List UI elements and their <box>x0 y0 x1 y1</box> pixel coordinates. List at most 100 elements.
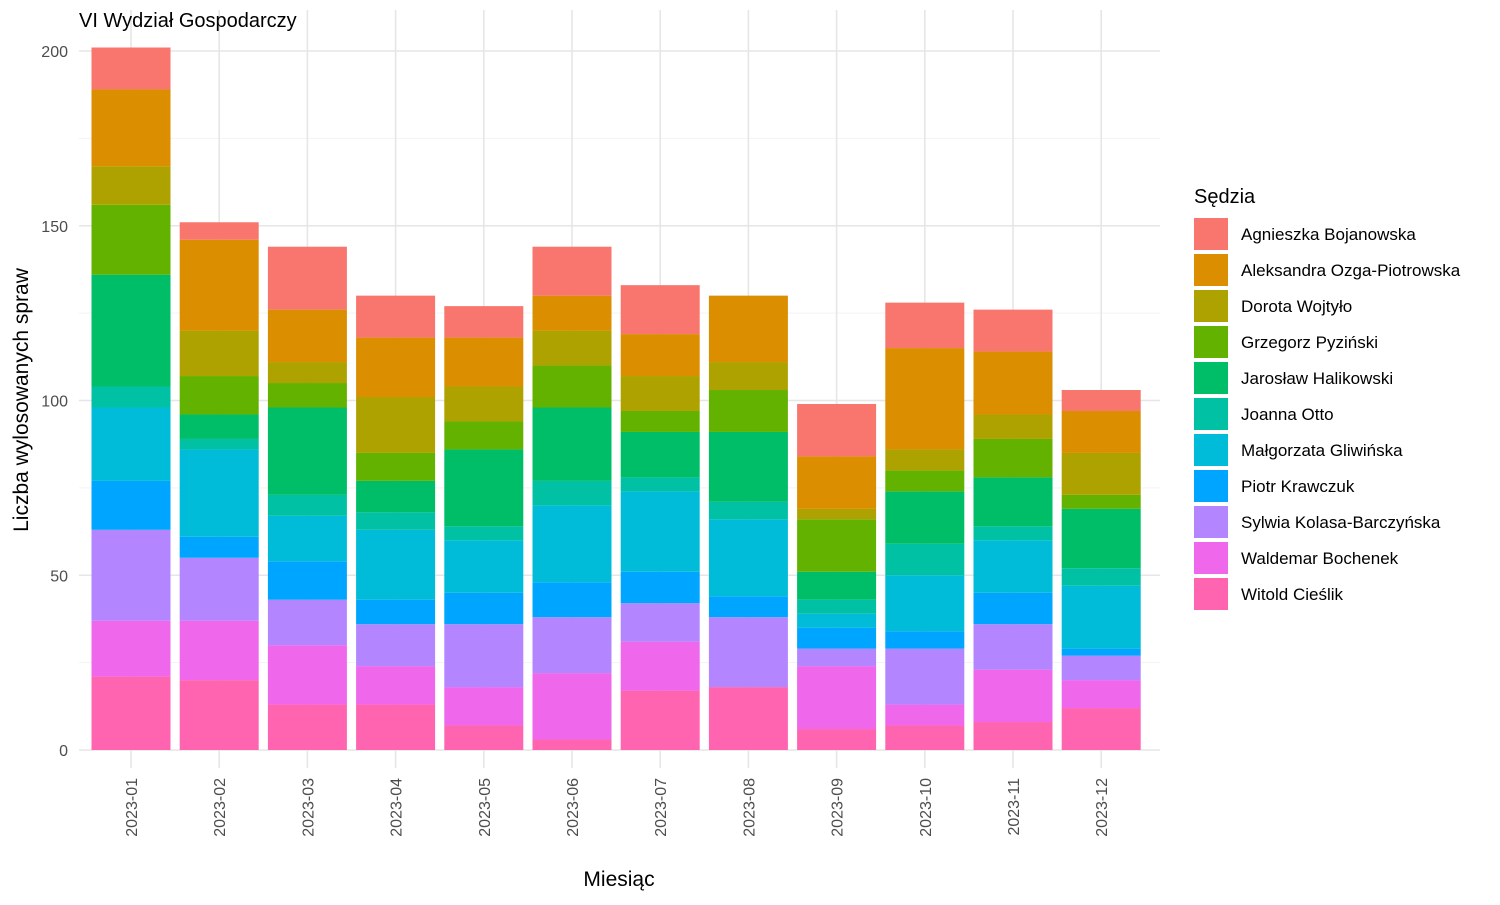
bar-segment <box>91 386 171 408</box>
bar-segment <box>708 390 788 432</box>
axes-layer: 0 50 100 150 200 2023-01 2023-02 2023-03 2023-04… <box>41 44 1111 837</box>
bar-segment <box>1061 648 1141 656</box>
bar-segment <box>179 620 259 681</box>
x-tick-label: 2023-09 <box>830 778 847 837</box>
bar-segment <box>973 722 1053 750</box>
bar-segment <box>179 680 259 750</box>
legend-swatch <box>1194 506 1228 538</box>
bar-segment <box>708 362 788 391</box>
bar-segment <box>179 414 259 439</box>
bar-segment <box>1061 708 1141 750</box>
legend-label: Jarosław Halikowski <box>1241 369 1393 388</box>
legend-title: Sędzia <box>1194 186 1256 208</box>
bar-segment <box>620 641 700 691</box>
bar-segment <box>444 449 524 527</box>
x-tick-label: 2023-08 <box>741 778 758 837</box>
bar-segment <box>1061 508 1141 569</box>
legend-label: Joanna Otto <box>1241 405 1334 424</box>
bar-segment <box>885 631 965 649</box>
legend-swatch <box>1194 254 1228 286</box>
bar-segment <box>179 222 259 240</box>
x-tick-label: 2023-05 <box>477 778 494 837</box>
bar-segment <box>356 666 436 705</box>
bar-segment <box>973 540 1053 593</box>
bar-segment <box>885 449 965 471</box>
x-tick-label: 2023-02 <box>212 778 229 837</box>
bar-segment <box>620 690 700 750</box>
bar-segment <box>1061 568 1141 586</box>
bar-segment <box>356 512 436 530</box>
bar-segment <box>91 274 171 387</box>
bar-segment <box>91 676 171 750</box>
bar-segment <box>356 480 436 513</box>
legend-swatch <box>1194 578 1228 610</box>
bar-segment <box>620 376 700 411</box>
bar-segment <box>1061 452 1141 495</box>
legend-swatch <box>1194 218 1228 250</box>
bar-segment <box>532 480 612 506</box>
bar-segment <box>267 362 347 384</box>
bar-segment <box>91 166 171 205</box>
bar-segment <box>797 599 877 614</box>
bar-segment <box>885 725 965 750</box>
x-tick-label: 2023-07 <box>653 778 670 837</box>
legend-label: Grzegorz Pyziński <box>1241 333 1378 352</box>
bar-segment <box>444 592 524 625</box>
bar-segment <box>356 295 436 338</box>
bar-segment <box>797 648 877 667</box>
bar-segment <box>620 285 700 335</box>
bar-segment <box>708 596 788 618</box>
bar-segment <box>973 438 1053 478</box>
bar-segment <box>267 246 347 310</box>
legend-label: Witold Cieślik <box>1241 585 1344 604</box>
bar-segment <box>267 515 347 562</box>
bar-segment <box>267 383 347 408</box>
bar-segment <box>356 624 436 667</box>
bar-segment <box>356 397 436 453</box>
bar-segment <box>1061 585 1141 649</box>
bar-segment <box>267 599 347 646</box>
legend-label: Aleksandra Ozga-Piotrowska <box>1241 261 1461 280</box>
bar-segment <box>1061 494 1141 509</box>
bar-segment <box>532 673 612 740</box>
bar-segment <box>708 519 788 597</box>
bar-segment <box>973 592 1053 625</box>
x-tick-label: 2023-12 <box>1094 778 1111 837</box>
bar-segment <box>708 501 788 520</box>
bar-segment <box>797 627 877 649</box>
bar-segment <box>885 543 965 576</box>
legend-label: Waldemar Bochenek <box>1241 549 1399 568</box>
legend-label: Agnieszka Bojanowska <box>1241 225 1416 244</box>
bar-segment <box>267 561 347 600</box>
legend-swatch <box>1194 290 1228 322</box>
bar-segment <box>532 617 612 674</box>
bar-segment <box>179 376 259 415</box>
x-tick-label: 2023-11 <box>1006 778 1023 836</box>
y-tick-label: 100 <box>41 394 68 411</box>
bar-segment <box>885 348 965 450</box>
bar-segment <box>973 624 1053 670</box>
x-tick-label: 2023-10 <box>918 778 935 837</box>
legend-swatch <box>1194 542 1228 574</box>
bar-segment <box>444 725 524 750</box>
y-tick-label: 50 <box>50 568 68 585</box>
bar-segment <box>444 337 524 387</box>
bar-segment <box>267 494 347 516</box>
bar-segment <box>885 704 965 726</box>
bar-segment <box>267 704 347 750</box>
bar-segment <box>1061 655 1141 681</box>
bar-segment <box>91 204 171 275</box>
bar-segment <box>444 386 524 422</box>
bar-segment <box>356 337 436 398</box>
x-tick-label: 2023-04 <box>389 778 406 837</box>
bar-segment <box>620 571 700 604</box>
bar-segment <box>179 438 259 450</box>
y-tick-label: 0 <box>59 743 68 760</box>
bar-segment <box>179 239 259 331</box>
bar-segment <box>532 365 612 408</box>
bar-segment <box>91 480 171 530</box>
bar-segment <box>91 47 171 90</box>
bar-segment <box>444 421 524 450</box>
